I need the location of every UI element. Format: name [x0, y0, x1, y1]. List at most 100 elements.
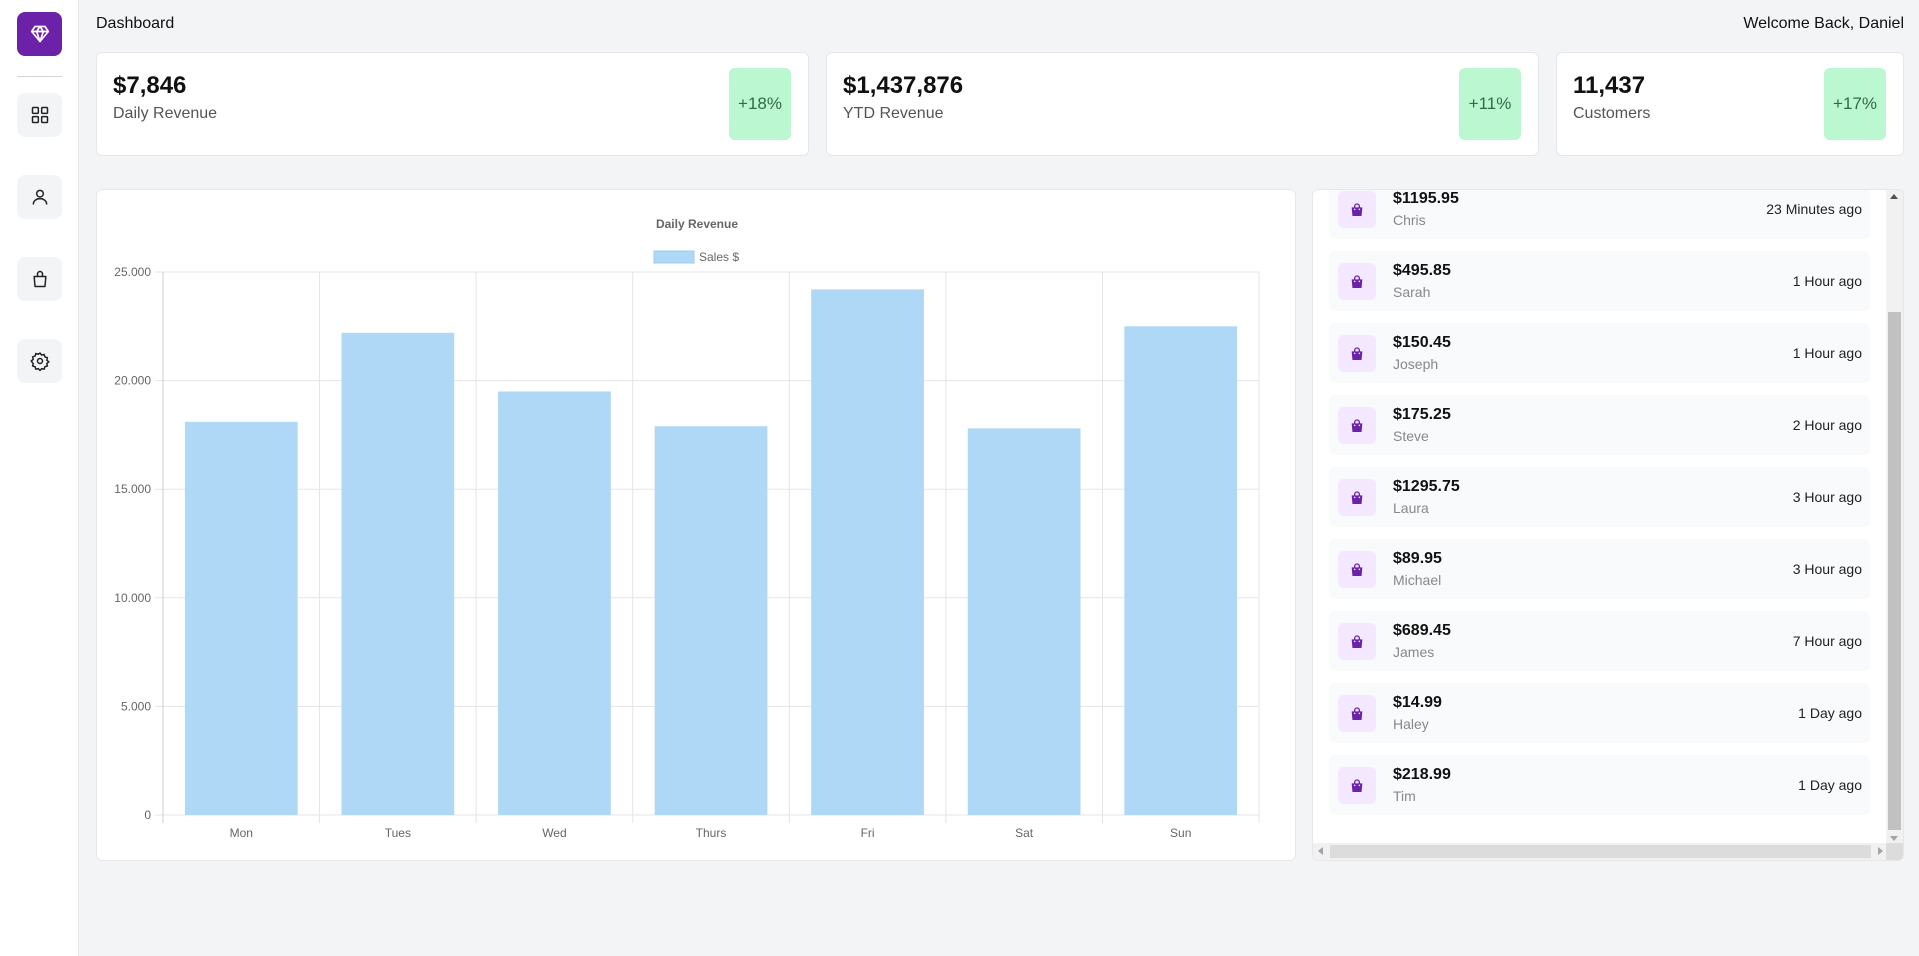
order-row[interactable]: $495.85 Sarah 1 Hour ago — [1329, 251, 1870, 311]
stat-value: $1,437,876 — [843, 72, 964, 99]
dashboard-grid-icon — [31, 106, 48, 124]
order-bag-icon-box — [1338, 191, 1376, 228]
bar-tues[interactable] — [341, 332, 455, 815]
y-tick-label: 5.000 — [121, 699, 151, 713]
scroll-right-arrow-icon[interactable] — [1878, 847, 1883, 855]
bar-thurs[interactable] — [654, 426, 768, 815]
order-time: 2 Hour ago — [1792, 417, 1862, 433]
bar-fri[interactable] — [811, 289, 924, 816]
sidebar-item-users[interactable] — [17, 175, 62, 219]
x-tick-label: Sun — [1170, 826, 1191, 840]
x-tick-label: Sat — [1015, 826, 1034, 840]
order-time: 3 Hour ago — [1792, 561, 1862, 577]
daily-revenue-chart-panel: Daily Revenue Sales $ 0 5.000 10.000 15.000… — [96, 189, 1296, 861]
order-time: 1 Day ago — [1798, 705, 1862, 721]
legend-swatch — [653, 250, 695, 264]
scroll-left-arrow-icon[interactable] — [1318, 847, 1323, 855]
order-amount: $175.25 — [1393, 406, 1451, 423]
order-bag-icon-box — [1338, 695, 1376, 732]
order-amount: $1295.75 — [1393, 478, 1460, 495]
stat-card-customers: 11,437 Customers +17% — [1556, 52, 1904, 156]
stat-value: 11,437 — [1573, 72, 1646, 99]
sidebar-divider — [17, 76, 62, 77]
vertical-scroll-thumb[interactable] — [1888, 312, 1901, 830]
x-tick-label: Thurs — [696, 826, 727, 840]
order-customer-name: James — [1393, 644, 1435, 660]
scroll-down-arrow-icon[interactable] — [1890, 836, 1898, 841]
order-amount: $218.99 — [1393, 766, 1451, 783]
stat-value: $7,846 — [113, 72, 187, 99]
order-bag-icon-box — [1338, 407, 1376, 444]
order-bag-icon-box — [1338, 551, 1376, 588]
horizontal-scrollbar[interactable] — [1313, 843, 1888, 860]
sidebar-item-orders[interactable] — [17, 257, 62, 301]
order-row[interactable]: $218.99 Tim 1 Day ago — [1329, 755, 1870, 815]
gear-icon — [29, 352, 50, 371]
horizontal-scroll-thumb[interactable] — [1330, 845, 1871, 858]
stat-label: Customers — [1573, 105, 1651, 122]
welcome-message: Welcome Back, Daniel — [1743, 15, 1904, 32]
shopping-bag-icon — [1351, 778, 1363, 792]
order-time: 23 Minutes ago — [1766, 201, 1862, 217]
order-customer-name: Steve — [1393, 428, 1429, 444]
x-tick-label: Mon — [230, 826, 253, 840]
shopping-bag-icon — [1351, 418, 1363, 432]
order-row[interactable]: $89.95 Michael 3 Hour ago — [1329, 539, 1870, 599]
order-row[interactable]: $689.45 James 7 Hour ago — [1329, 611, 1870, 671]
bar-mon[interactable] — [184, 421, 298, 815]
stat-card-ytd-revenue: $1,437,876 YTD Revenue +11% — [826, 52, 1539, 156]
stat-label: YTD Revenue — [843, 105, 944, 122]
order-bag-icon-box — [1338, 335, 1376, 372]
order-bag-icon-box — [1338, 479, 1376, 516]
bar-sat[interactable] — [967, 428, 1081, 815]
shopping-bag-icon — [1351, 634, 1363, 648]
stat-change-badge: +17% — [1824, 68, 1886, 140]
order-time: 1 Hour ago — [1792, 273, 1862, 289]
chart-x-axis: Mon Tues Wed Thurs Fri Sat Sun — [230, 826, 1192, 840]
chart-grid — [155, 271, 1260, 823]
y-tick-label: 15.000 — [114, 482, 151, 496]
scroll-up-arrow-icon[interactable] — [1890, 194, 1898, 199]
shopping-bag-icon — [1351, 346, 1363, 360]
order-amount: $689.45 — [1393, 622, 1451, 639]
order-customer-name: Laura — [1393, 500, 1429, 516]
chart-y-axis: 0 5.000 10.000 15.000 20.000 25.000 — [114, 265, 151, 822]
order-row[interactable]: $14.99 Haley 1 Day ago — [1329, 683, 1870, 743]
order-time: 1 Hour ago — [1792, 345, 1862, 361]
shopping-bag-icon — [1351, 706, 1363, 720]
order-time: 7 Hour ago — [1792, 633, 1862, 649]
order-bag-icon-box — [1338, 263, 1376, 300]
order-bag-icon-box — [1338, 623, 1376, 660]
sidebar-item-settings[interactable] — [17, 339, 62, 383]
order-customer-name: Tim — [1393, 788, 1416, 804]
stat-change-badge: +11% — [1459, 68, 1521, 140]
order-time: 3 Hour ago — [1792, 489, 1862, 505]
y-tick-label: 10.000 — [114, 591, 151, 605]
order-time: 1 Day ago — [1798, 777, 1862, 793]
order-row[interactable]: $1295.75 Laura 3 Hour ago — [1329, 467, 1870, 527]
bar-sun[interactable] — [1124, 326, 1238, 815]
daily-revenue-chart: Daily Revenue Sales $ 0 5.000 10.000 15.000… — [114, 217, 1260, 840]
legend-label[interactable]: Sales $ — [699, 250, 739, 264]
shopping-bag-icon — [1351, 490, 1363, 504]
bar-wed[interactable] — [498, 391, 611, 815]
logo-button[interactable] — [17, 12, 62, 56]
stat-change-badge: +18% — [729, 68, 791, 140]
order-row[interactable]: $175.25 Steve 2 Hour ago — [1329, 395, 1870, 455]
shopping-bag-icon — [1351, 562, 1363, 576]
order-row[interactable]: $150.45 Joseph 1 Hour ago — [1329, 323, 1870, 383]
vertical-scrollbar[interactable] — [1886, 190, 1903, 845]
order-bag-icon-box — [1338, 767, 1376, 804]
order-amount: $1195.95 — [1393, 190, 1459, 207]
stat-card-daily-revenue: $7,846 Daily Revenue +18% — [96, 52, 809, 156]
shopping-bag-icon — [32, 270, 47, 288]
sidebar-item-dashboard[interactable] — [17, 93, 62, 137]
order-amount: $89.95 — [1393, 550, 1442, 567]
order-customer-name: Michael — [1393, 572, 1442, 588]
shopping-bag-icon — [1351, 274, 1363, 288]
recent-orders-list[interactable]: $1195.95 Chris 23 Minutes ago $495.85 Sarah 1… — [1313, 190, 1888, 845]
diamond-icon — [30, 25, 49, 43]
shopping-bag-icon — [1351, 202, 1363, 216]
stat-label: Daily Revenue — [113, 105, 218, 122]
order-row[interactable]: $1195.95 Chris 23 Minutes ago — [1329, 190, 1870, 239]
